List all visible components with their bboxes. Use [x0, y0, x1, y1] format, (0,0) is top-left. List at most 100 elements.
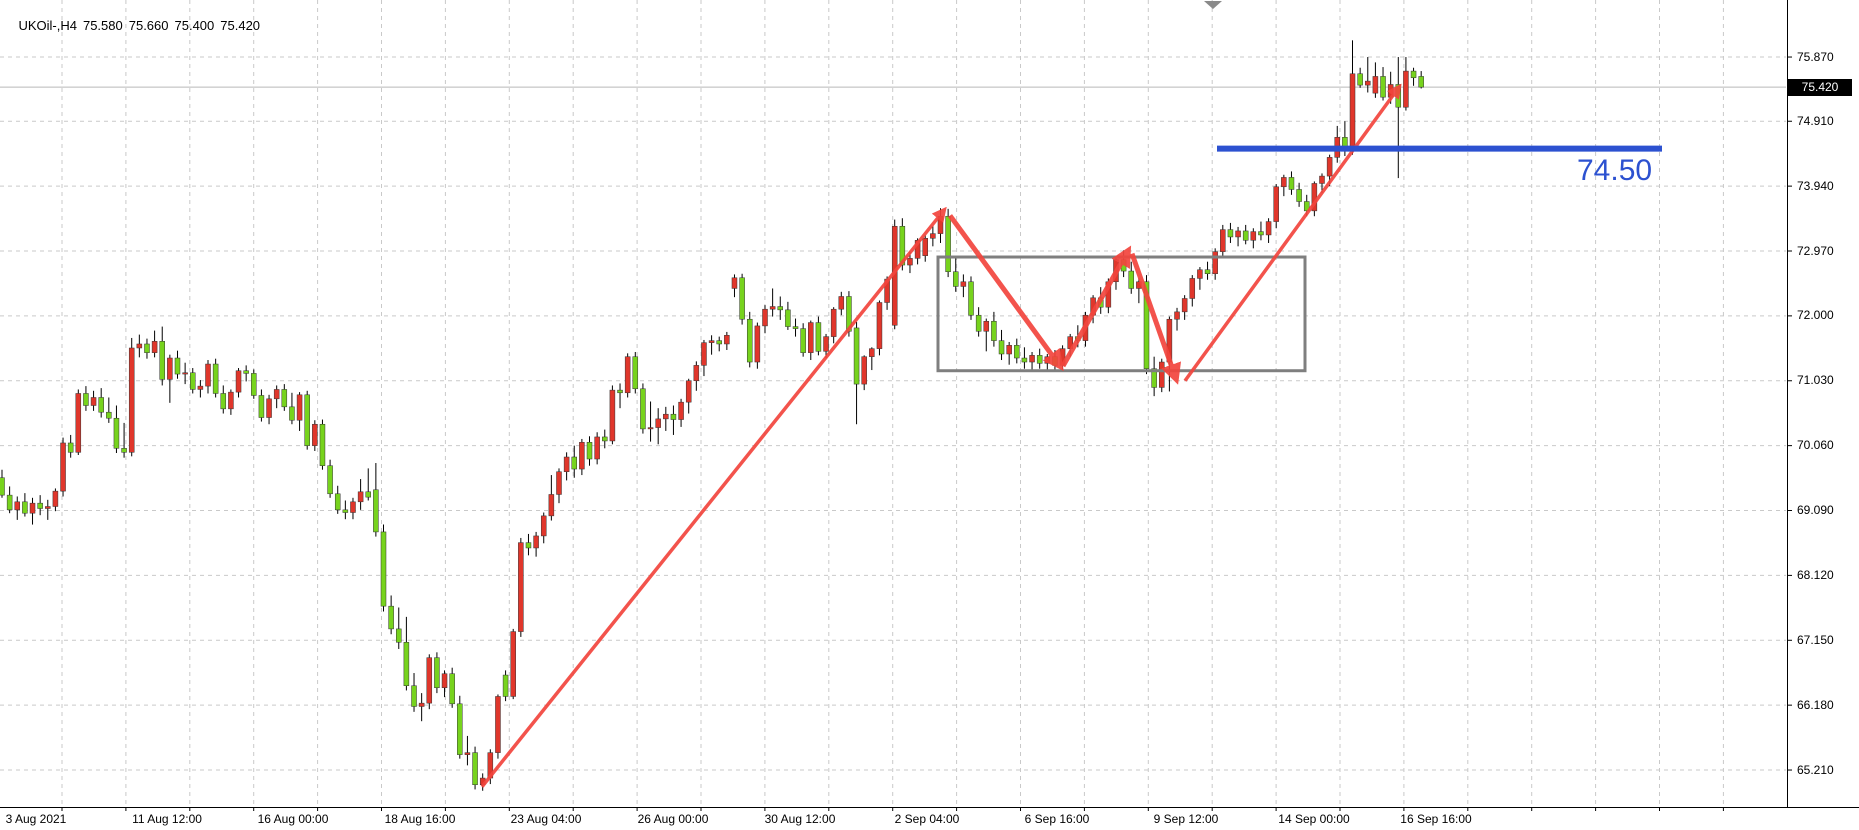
- candle: [1029, 355, 1035, 363]
- candle: [159, 341, 165, 380]
- candle: [128, 347, 135, 453]
- candle: [365, 491, 371, 498]
- candle: [548, 494, 555, 517]
- candle: [556, 471, 562, 495]
- candle: [1349, 73, 1356, 150]
- candle: [1204, 269, 1211, 274]
- candle: [1151, 368, 1157, 388]
- candle: [289, 406, 295, 421]
- candle: [205, 363, 211, 387]
- price-axis-label: 73.940: [1797, 178, 1834, 193]
- price-axis-label: 68.120: [1797, 567, 1834, 582]
- candle: [1365, 80, 1371, 86]
- candle: [899, 226, 906, 266]
- trend-arrow[interactable]: [1129, 252, 1182, 385]
- time-axis-label: 9 Sep 12:00: [1153, 812, 1219, 826]
- candle: [617, 389, 623, 394]
- time-axis-label: 23 Aug 04:00: [510, 812, 582, 826]
- candle: [1281, 177, 1287, 188]
- candles-series: [0, 40, 1424, 791]
- candle: [609, 389, 616, 442]
- trend-arrow[interactable]: [1060, 245, 1132, 368]
- chart-shift-marker-icon[interactable]: [1204, 1, 1222, 9]
- candle: [60, 442, 66, 492]
- candle: [167, 357, 173, 380]
- candle: [1044, 356, 1051, 364]
- candle: [1357, 73, 1363, 86]
- candle: [533, 535, 539, 549]
- candle: [670, 413, 677, 420]
- candle: [640, 388, 646, 430]
- candle: [212, 363, 219, 394]
- candle: [830, 308, 837, 337]
- candle: [1181, 298, 1188, 313]
- candle: [861, 356, 867, 385]
- trend-arrow[interactable]: [947, 214, 1064, 372]
- candle: [258, 395, 265, 418]
- candle: [746, 318, 753, 363]
- quote-high: 75.660: [128, 18, 169, 33]
- time-axis-label: 18 Aug 16:00: [384, 812, 456, 826]
- candle: [52, 490, 59, 507]
- candle: [1296, 189, 1302, 202]
- candle: [968, 281, 974, 316]
- resistance-level-label[interactable]: 74.50: [1577, 153, 1653, 187]
- candle: [1418, 76, 1424, 88]
- time-axis-label: 6 Sep 16:00: [1024, 812, 1090, 826]
- candle: [190, 372, 196, 390]
- candle: [0, 477, 5, 496]
- candle: [792, 326, 799, 329]
- price-axis-label: 74.910: [1797, 113, 1834, 128]
- candle: [1174, 311, 1180, 320]
- candle: [281, 389, 288, 408]
- candle: [342, 509, 349, 513]
- candle: [1288, 177, 1295, 190]
- time-axis-label: 26 Aug 00:00: [637, 812, 709, 826]
- candle: [907, 258, 913, 266]
- candle: [373, 489, 379, 533]
- candle: [678, 401, 684, 420]
- price-axis-label: 72.970: [1797, 243, 1834, 258]
- trend-arrow[interactable]: [1183, 83, 1402, 382]
- candle: [396, 628, 402, 643]
- candle: [1326, 157, 1333, 177]
- grid: [0, 0, 1786, 807]
- candle: [983, 320, 990, 332]
- candle: [380, 531, 387, 607]
- trend-arrow[interactable]: [480, 206, 947, 788]
- time-axis-label: 3 Aug 2021: [5, 812, 67, 826]
- candle: [525, 542, 532, 549]
- candle: [991, 320, 997, 341]
- candle: [334, 493, 341, 511]
- candle: [1220, 229, 1226, 252]
- current-price-badge: 75.420: [1788, 78, 1852, 96]
- candle: [685, 380, 692, 403]
- candle: [327, 465, 333, 495]
- candle: [113, 417, 120, 449]
- time-axis-label: 14 Sep 00:00: [1278, 812, 1350, 826]
- candle: [1273, 186, 1279, 222]
- candle: [174, 357, 181, 375]
- quote-line: UKOil-,H4 75.580 75.660 75.400 75.420: [4, 3, 266, 48]
- candle: [1403, 70, 1409, 108]
- candle: [1380, 76, 1386, 98]
- time-axis-label: 30 Aug 12:00: [764, 812, 836, 826]
- candle: [14, 501, 21, 511]
- candle: [655, 418, 661, 428]
- candle: [853, 327, 860, 385]
- symbol-period-label: UKOil-,H4: [18, 18, 77, 33]
- candle: [594, 436, 600, 460]
- candle: [998, 340, 1005, 355]
- candle: [945, 215, 951, 272]
- candle: [472, 752, 478, 785]
- candle: [1128, 270, 1134, 289]
- candle: [1250, 231, 1257, 241]
- candle: [930, 233, 936, 239]
- price-axis-label: 66.180: [1797, 697, 1834, 712]
- candle: [708, 340, 715, 343]
- candle: [647, 427, 654, 430]
- candle: [914, 240, 921, 259]
- candle: [144, 343, 150, 353]
